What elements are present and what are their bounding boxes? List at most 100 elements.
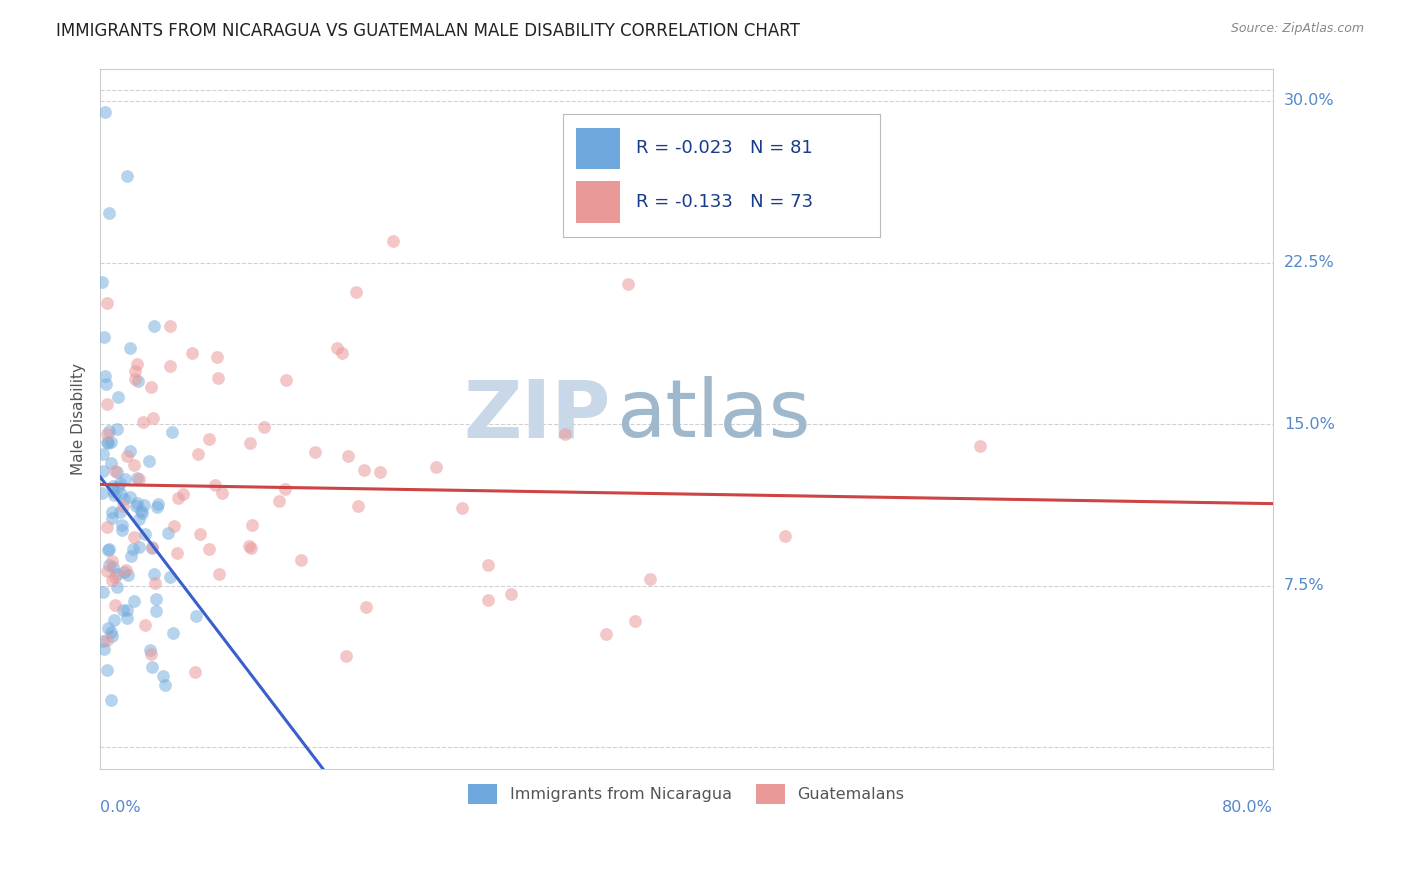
Point [356, 599, 378, 614]
Point [132, 499, 155, 513]
Point [134, 526, 156, 541]
Point [100, 434, 122, 449]
Point [773, 529, 796, 543]
Point [143, 576, 166, 591]
Point [146, 500, 169, 515]
Point [104, 570, 127, 584]
Point [162, 625, 184, 640]
Point [103, 479, 125, 493]
Point [114, 471, 136, 485]
Point [969, 439, 991, 453]
Point [184, 609, 207, 624]
Point [141, 541, 163, 556]
Point [96, 435, 118, 450]
Point [112, 565, 135, 579]
Point [127, 496, 149, 510]
Point [152, 669, 174, 683]
Point [353, 463, 375, 477]
Point [451, 501, 474, 516]
Text: 0.0%: 0.0% [100, 799, 141, 814]
Point [269, 493, 291, 508]
Point [105, 567, 128, 582]
Point [211, 485, 233, 500]
Point [187, 447, 209, 461]
Point [120, 342, 142, 356]
Point [125, 499, 148, 513]
Point [624, 614, 647, 628]
Point [127, 374, 149, 388]
Point [138, 453, 160, 467]
Point [115, 611, 138, 625]
Point [141, 540, 163, 554]
Point [100, 511, 122, 525]
Point [134, 617, 156, 632]
Point [477, 593, 499, 607]
Point [325, 341, 347, 355]
Point [368, 465, 391, 479]
Text: 7.5%: 7.5% [1284, 578, 1324, 593]
Point [97, 435, 120, 450]
Point [100, 693, 122, 707]
Point [638, 573, 661, 587]
Text: 80.0%: 80.0% [1222, 799, 1272, 814]
Point [117, 567, 139, 582]
Point [253, 420, 276, 434]
Point [104, 598, 127, 612]
Point [111, 603, 134, 617]
Point [145, 604, 167, 618]
Point [97, 558, 120, 573]
Point [207, 370, 229, 384]
Point [128, 540, 150, 554]
Point [122, 541, 145, 556]
Point [172, 486, 194, 500]
Point [128, 512, 150, 526]
Text: ZIP: ZIP [463, 376, 610, 454]
Point [107, 480, 129, 494]
Text: atlas: atlas [616, 376, 810, 454]
Point [93, 104, 115, 119]
Point [205, 351, 228, 365]
Point [114, 563, 136, 577]
Point [290, 553, 312, 567]
Point [184, 665, 207, 680]
Point [131, 506, 153, 520]
Y-axis label: Male Disability: Male Disability [72, 363, 86, 475]
Point [274, 373, 297, 387]
Point [167, 491, 190, 506]
Point [103, 464, 125, 478]
Point [240, 518, 263, 533]
Point [181, 346, 204, 360]
Point [107, 390, 129, 404]
Point [347, 499, 370, 513]
Text: 30.0%: 30.0% [1284, 94, 1334, 108]
Point [96, 295, 118, 310]
Point [97, 543, 120, 558]
Point [337, 449, 360, 463]
Point [103, 488, 125, 502]
Point [163, 518, 186, 533]
Point [143, 319, 166, 334]
Point [96, 427, 118, 442]
Point [425, 460, 447, 475]
Point [115, 449, 138, 463]
Point [145, 592, 167, 607]
Point [118, 444, 141, 458]
Point [477, 558, 499, 572]
Point [108, 476, 131, 491]
Point [617, 277, 640, 291]
Point [156, 525, 179, 540]
Point [499, 587, 522, 601]
Text: Source: ZipAtlas.com: Source: ZipAtlas.com [1230, 22, 1364, 36]
Point [96, 663, 118, 677]
Text: 15.0%: 15.0% [1284, 417, 1334, 432]
Point [101, 505, 124, 519]
Point [96, 632, 118, 647]
Point [595, 627, 617, 641]
Point [122, 594, 145, 608]
Point [129, 504, 152, 518]
Point [115, 169, 138, 184]
Point [110, 487, 132, 501]
Point [96, 520, 118, 534]
Point [335, 649, 357, 664]
Point [112, 492, 135, 507]
